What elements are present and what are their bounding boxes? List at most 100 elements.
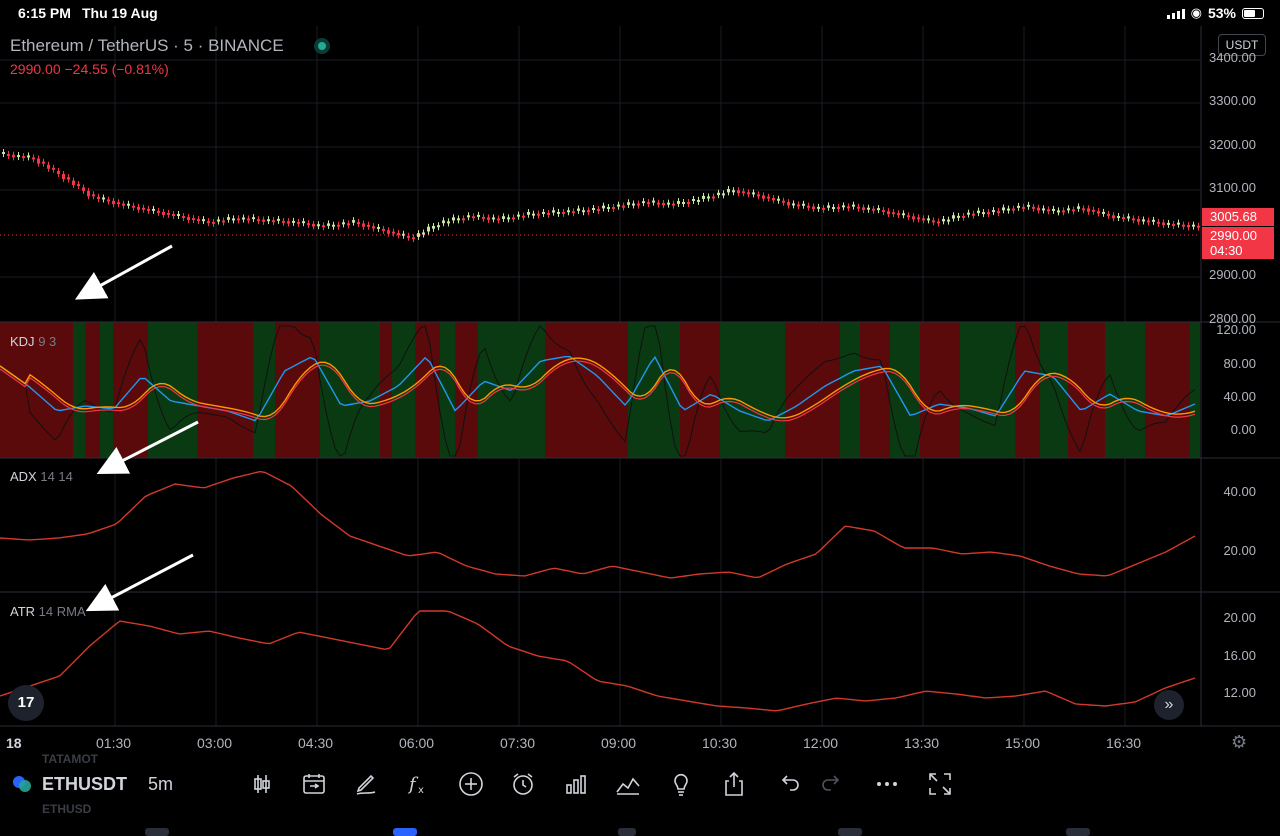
candle-body [462, 218, 465, 221]
candle-body [77, 184, 80, 187]
bars-icon[interactable] [562, 770, 590, 798]
candle-body [352, 220, 355, 223]
atr-line [0, 610, 1196, 712]
high-price-tag: 3005.68 [1202, 208, 1274, 226]
candle-body [742, 191, 745, 194]
candle-body [592, 208, 595, 211]
candle-body [167, 212, 170, 215]
bottom-tab-hint [145, 828, 169, 836]
compare-calendar-icon[interactable] [300, 770, 328, 798]
ios-status-bar: 6:15 PM Thu 19 Aug ◉ 53% [0, 0, 1280, 26]
market-open-icon[interactable] [314, 38, 330, 54]
candle-body [272, 220, 275, 223]
candle-body [302, 221, 305, 224]
candle-body [772, 197, 775, 201]
candle-body [217, 219, 220, 222]
candle-body [407, 235, 410, 238]
time-axis-label: 12:00 [803, 735, 839, 751]
candle-body [692, 198, 695, 201]
candle-body [812, 206, 815, 210]
candle-body [1172, 223, 1175, 226]
candle-body [647, 202, 650, 205]
candle-body [332, 224, 335, 227]
candle-body [682, 202, 685, 205]
share-icon[interactable] [720, 770, 748, 798]
candle-body [537, 213, 540, 216]
candle-body [62, 173, 65, 180]
candles-icon[interactable] [248, 770, 276, 798]
adx-name: ADX [10, 469, 37, 484]
settings-gear-icon[interactable]: ⚙ [1231, 732, 1248, 752]
candle-body [32, 157, 35, 160]
last-price-value: 2990.00 [1210, 228, 1257, 243]
adx-axis-label: 20.00 [1223, 543, 1256, 558]
adx-legend[interactable]: ADX 14 14 [10, 469, 73, 484]
candle-body [752, 192, 755, 195]
chart-canvas[interactable] [0, 26, 1280, 756]
candle-body [657, 202, 660, 205]
fullscreen-icon[interactable] [926, 770, 954, 798]
candle-body [617, 204, 620, 207]
candle-body [487, 217, 490, 220]
candle-body [857, 206, 860, 209]
candle-body [1182, 224, 1185, 227]
scroll-to-realtime-button[interactable]: » [1154, 690, 1184, 720]
candle-body [602, 205, 605, 209]
candle-body [542, 211, 545, 214]
draw-icon[interactable] [352, 770, 380, 798]
candle-body [312, 223, 315, 227]
symbol-title[interactable]: Ethereum / TetherUS · 5 · BINANCE [10, 36, 284, 55]
kdj-band [1105, 322, 1145, 458]
candle-body [702, 195, 705, 199]
candle-body [922, 218, 925, 221]
time-axis-label: 18 [6, 735, 22, 751]
atr-legend[interactable]: ATR 14 RMA [10, 604, 86, 619]
wifi-icon: ◉ [1190, 5, 1202, 20]
price-axis-label: 3200.00 [1209, 137, 1256, 152]
kdj-band [1015, 322, 1040, 458]
candle-body [667, 202, 670, 205]
candle-body [707, 196, 710, 199]
candle-body [802, 203, 805, 206]
atr-name: ATR [10, 604, 36, 619]
candle-body [982, 212, 985, 215]
more-icon[interactable] [873, 770, 901, 798]
price-change-readout: 2990.00 −24.55 (−0.81%) [10, 61, 169, 77]
tradingview-logo-icon[interactable]: 17 [8, 685, 44, 721]
undo-icon[interactable] [776, 770, 804, 798]
candle-body [1077, 206, 1080, 209]
candle-body [1037, 207, 1040, 211]
kdj-d-line [0, 357, 1196, 419]
kdj-legend[interactable]: KDJ 9 3 [10, 334, 56, 349]
candle-body [777, 198, 780, 201]
currency-button[interactable]: USDT [1218, 34, 1266, 56]
candle-body [192, 218, 195, 221]
price-candles [2, 149, 1200, 243]
candle-body [377, 226, 380, 229]
toolbar-interval[interactable]: 5m [148, 774, 174, 794]
annotation-arrow [74, 244, 173, 300]
symbol-logo-icon[interactable] [12, 775, 32, 793]
candle-body [382, 228, 385, 231]
candle-body [962, 215, 965, 218]
candle-body [672, 203, 675, 206]
battery-icon [1242, 7, 1264, 19]
kdj-band [197, 322, 253, 458]
add-icon[interactable] [457, 770, 485, 798]
candle-body [257, 219, 260, 222]
kdj-axis-label: 0.00 [1230, 422, 1256, 437]
time-axis-label: 07:30 [500, 735, 536, 751]
candle-body [787, 202, 790, 206]
candle-body [1027, 204, 1030, 207]
toolbar-symbol[interactable]: ETHUSDT [42, 774, 127, 794]
lightbulb-icon[interactable] [667, 770, 695, 798]
candle-body [507, 217, 510, 220]
candle-body [722, 193, 725, 196]
kdj-axis-label: 40.00 [1223, 389, 1256, 404]
alert-icon[interactable] [509, 770, 537, 798]
ideas-icon[interactable] [614, 770, 642, 798]
candle-body [67, 177, 70, 180]
kdj-band [545, 322, 628, 458]
kdj-axis-label: 80.00 [1223, 356, 1256, 371]
